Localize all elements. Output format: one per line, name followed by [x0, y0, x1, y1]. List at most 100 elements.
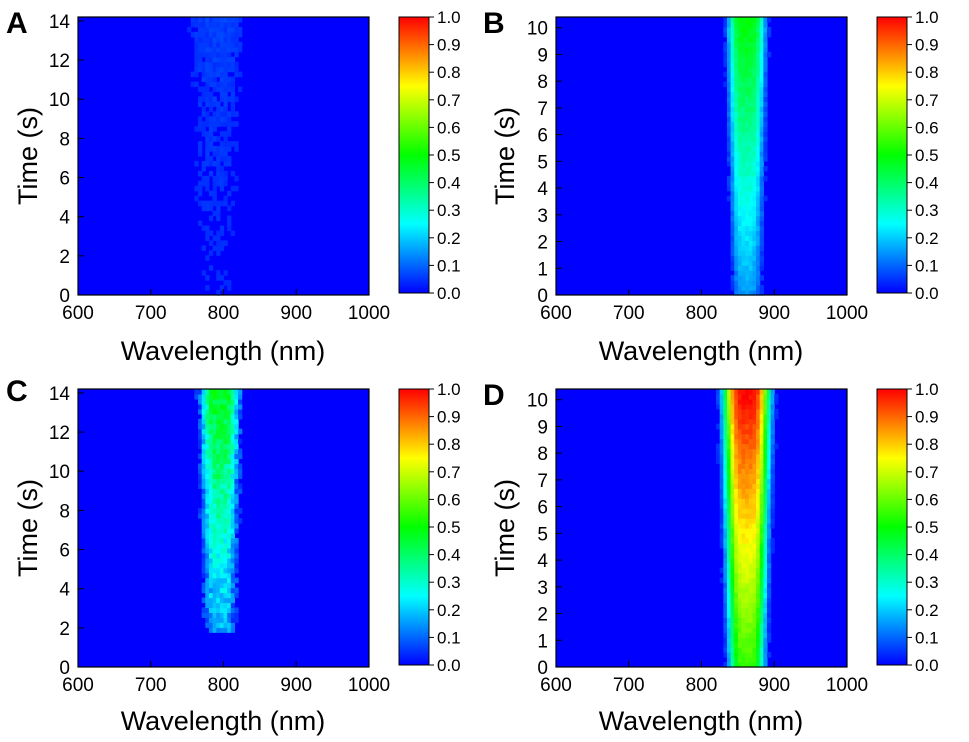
heatmap-cell — [756, 423, 761, 430]
heatmap-cell — [766, 637, 772, 643]
y-tick-label: 1 — [537, 631, 548, 652]
heatmap-cell — [752, 602, 757, 609]
heatmap-cell — [737, 572, 743, 579]
heatmap-cell — [745, 567, 750, 574]
heatmap-cell — [219, 106, 225, 112]
heatmap-cell — [230, 572, 236, 579]
heatmap-cell — [752, 26, 757, 33]
heatmap-cell — [227, 418, 232, 425]
heatmap-cell — [737, 21, 743, 28]
heatmap-cell — [741, 537, 746, 544]
heatmap-cell — [734, 280, 739, 286]
heatmap-cell — [219, 36, 225, 43]
heatmap-cell — [734, 71, 739, 78]
colorbar-tick-label: 0.6 — [437, 118, 461, 137]
heatmap-cell — [752, 290, 757, 296]
heatmap-cell — [234, 463, 239, 470]
heatmap-cell — [216, 17, 221, 23]
heatmap-cell — [719, 393, 724, 400]
heatmap-cell — [737, 547, 743, 554]
heatmap-cell — [770, 413, 775, 420]
heatmap-cell — [759, 473, 764, 479]
heatmap-cell — [198, 418, 203, 425]
heatmap-cell — [734, 433, 739, 440]
heatmap-cell — [748, 255, 754, 261]
heatmap-cell — [205, 552, 210, 559]
heatmap-cell — [234, 96, 239, 102]
heatmap-cell — [201, 572, 206, 579]
heatmap-cell — [198, 185, 203, 192]
heatmap-cell — [741, 86, 746, 93]
heatmap-cell — [208, 66, 214, 73]
colorbar-tick-label: 0.8 — [915, 63, 939, 82]
heatmap-cell — [756, 91, 761, 98]
heatmap-cell — [752, 587, 757, 594]
heatmap-cell — [752, 111, 757, 117]
heatmap-cell — [198, 453, 203, 460]
heatmap-cell — [208, 71, 214, 78]
heatmap-cell — [198, 146, 203, 152]
heatmap-cell — [223, 170, 228, 177]
heatmap-cell — [212, 76, 217, 83]
heatmap-cell — [763, 582, 768, 589]
heatmap-cell — [234, 433, 239, 440]
heatmap-cell — [208, 146, 214, 152]
heatmap-cell — [766, 393, 772, 400]
heatmap-cell — [756, 136, 761, 142]
heatmap-cell — [737, 552, 743, 559]
heatmap-cell — [737, 498, 743, 504]
heatmap-cell — [208, 170, 214, 177]
heatmap-cell — [730, 582, 735, 589]
heatmap-cell — [212, 433, 217, 440]
heatmap-cell — [190, 31, 195, 38]
heatmap-cell — [756, 458, 761, 465]
heatmap-cell — [212, 577, 217, 584]
heatmap-cell — [745, 523, 750, 529]
heatmap-cell — [234, 557, 239, 564]
heatmap-cell — [234, 403, 239, 410]
heatmap-cell — [216, 21, 221, 28]
heatmap-cell — [230, 528, 236, 534]
heatmap-cell — [216, 508, 221, 514]
heatmap-cell — [737, 270, 743, 276]
heatmap-cell — [737, 235, 743, 241]
heatmap-cell — [208, 433, 214, 440]
heatmap-cell — [734, 51, 739, 58]
heatmap-cell — [227, 285, 232, 291]
heatmap-cell — [208, 547, 214, 554]
heatmap-cell — [741, 448, 746, 455]
colorbar-tick-label: 0.2 — [437, 229, 461, 248]
heatmap-cell — [756, 76, 761, 83]
heatmap-cell — [730, 453, 735, 460]
heatmap-cell — [726, 617, 732, 623]
heatmap-cell — [745, 488, 750, 494]
heatmap-cell — [741, 26, 746, 33]
heatmap-cell — [730, 637, 735, 643]
heatmap-cell — [216, 592, 221, 599]
heatmap-cell — [759, 547, 764, 554]
x-tick-label: 700 — [613, 303, 645, 324]
heatmap-cell — [745, 165, 750, 172]
heatmap-cell — [219, 552, 225, 559]
heatmap-cell — [766, 528, 772, 534]
colorbar-tick-label: 1.0 — [437, 380, 461, 399]
heatmap-cell — [201, 245, 206, 251]
heatmap-cell — [230, 523, 236, 529]
heatmap-cell — [741, 642, 746, 648]
heatmap-cell — [748, 632, 754, 638]
heatmap-cell — [234, 458, 239, 465]
heatmap-cell — [759, 607, 764, 613]
heatmap-cell — [219, 141, 225, 147]
heatmap-cell — [201, 21, 206, 28]
heatmap-cell — [716, 453, 721, 460]
heatmap-cell — [766, 403, 772, 410]
heatmap-cell — [748, 662, 754, 668]
colorbar-gradient — [398, 16, 430, 294]
heatmap-cell — [205, 602, 210, 609]
heatmap-cell — [763, 498, 768, 504]
heatmap-cell — [741, 572, 746, 579]
heatmap-cell — [737, 66, 743, 73]
heatmap-cell — [763, 141, 768, 147]
heatmap-cell — [756, 175, 761, 182]
heatmap-cell — [748, 41, 754, 48]
